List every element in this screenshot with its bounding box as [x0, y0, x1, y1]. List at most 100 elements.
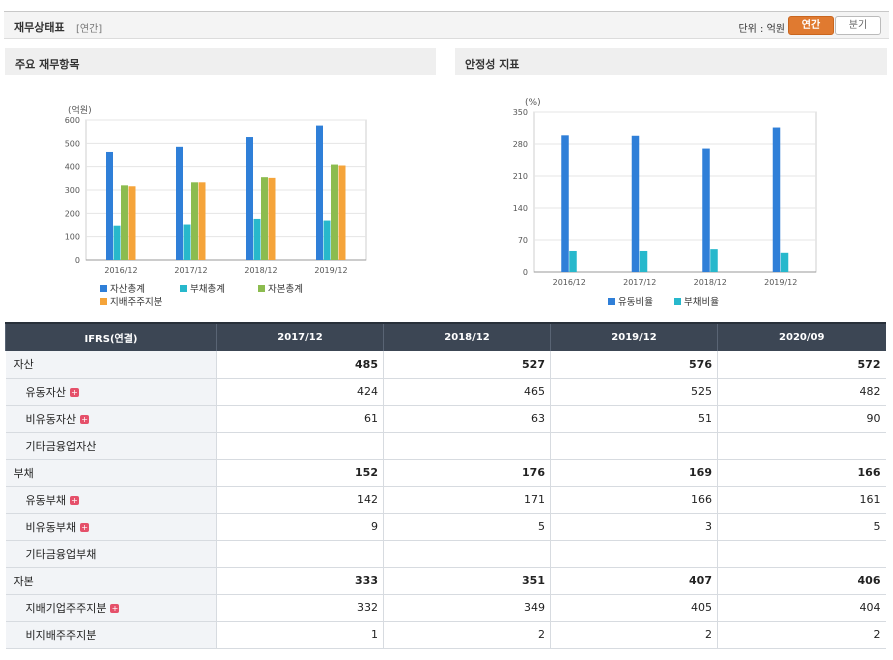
value-cell: 5	[717, 513, 886, 541]
row-label: 지배기업주주지분	[25, 601, 107, 615]
x-tick-label: 2016/12	[104, 266, 137, 275]
y-tick-label: 210	[513, 172, 528, 181]
row-label: 기타금융업자산	[25, 439, 97, 453]
bar-chart1-s3-c3	[338, 165, 346, 260]
bar-chart2-s0-c2	[702, 148, 710, 272]
legend-label: 자본총계	[268, 283, 303, 295]
bar-chart2-s1-c0	[569, 250, 577, 272]
value-cell: 3	[550, 513, 718, 541]
y-tick-label: 100	[65, 233, 80, 242]
row-label-cell: 유동자산 +	[5, 378, 217, 406]
value-cell: 169	[550, 459, 718, 487]
table-row: 비유동자산 +61 63 51 90	[5, 405, 886, 433]
table-row: 유동자산 +424 465 525 482	[5, 378, 886, 406]
legend-label: 부채비율	[684, 297, 719, 308]
value-cell: 51	[550, 405, 718, 433]
value-cell: 2	[717, 621, 886, 649]
stability-panel-header: 안정성 지표	[455, 48, 887, 75]
row-label-cell: 비지배주주지분	[5, 621, 217, 649]
legend-swatch	[608, 298, 615, 305]
y-axis-label: (%)	[525, 98, 541, 108]
unit-label: 단위 : 억원	[738, 24, 785, 35]
x-tick-label: 2017/12	[623, 278, 656, 287]
expand-plus-icon[interactable]: +	[69, 495, 79, 505]
x-tick-label: 2018/12	[244, 266, 277, 275]
x-tick-label: 2019/12	[314, 266, 347, 275]
table-row: 자산 485 527 576 572	[5, 351, 886, 379]
value-cell: 9	[216, 513, 384, 541]
bar-chart2-s0-c1	[631, 135, 640, 272]
stability-chart: 0 70 140 210 280 350(%) 2016/12 2017/12 2018/12 2…	[513, 98, 817, 308]
table-row: 기타금융업부채	[5, 540, 886, 568]
y-tick-label: 200	[65, 209, 80, 218]
value-cell: 404	[717, 594, 886, 622]
row-label: 비유동부채	[25, 520, 77, 534]
value-cell	[216, 432, 384, 460]
value-cell: 525	[550, 378, 718, 406]
row-label: 유동자산	[25, 385, 66, 399]
value-cell: 1	[216, 621, 384, 649]
value-cell: 482	[717, 378, 886, 406]
row-label-cell: 기타금융업자산	[5, 432, 217, 460]
value-cell	[717, 432, 886, 460]
expand-plus-icon[interactable]: +	[80, 414, 90, 424]
y-tick-label: 280	[513, 140, 528, 149]
y-tick-label: 600	[65, 116, 80, 125]
bar-chart1-s0-c3	[316, 125, 323, 260]
ifrs-header: IFRS(연결)	[5, 322, 217, 351]
row-label-cell: 자본	[5, 567, 217, 595]
expand-plus-icon[interactable]: +	[80, 522, 90, 532]
bar-chart1-s2-c2	[261, 177, 268, 260]
row-label-cell: 유동부채 +	[5, 486, 217, 514]
value-cell: 2	[383, 621, 551, 649]
bar-chart1-s1-c1	[183, 224, 191, 260]
row-label: 기타금융업부채	[25, 547, 97, 561]
row-label: 비지배주주지분	[25, 628, 97, 642]
y-tick-label: 300	[65, 186, 80, 195]
bar-chart2-s1-c2	[710, 249, 718, 272]
legend-swatch	[258, 285, 265, 292]
row-label: 부채	[13, 466, 34, 480]
value-cell	[216, 540, 384, 568]
column-header: 2018/12	[383, 322, 551, 351]
value-cell	[717, 540, 886, 568]
y-tick-label: 70	[518, 236, 528, 245]
bar-chart1-s2-c3	[331, 164, 338, 260]
expand-plus-icon[interactable]: +	[69, 387, 79, 397]
legend-label: 자산총계	[110, 283, 145, 295]
bar-chart1-s2-c1	[191, 182, 198, 260]
table-row: 비유동부채 +9 5 3 5	[5, 513, 886, 541]
row-label: 자산	[13, 358, 34, 372]
column-header: 2020/09	[717, 322, 886, 351]
quarter-toggle-button[interactable]: 분기	[835, 16, 881, 35]
value-cell: 527	[383, 351, 551, 379]
expand-plus-icon[interactable]: +	[110, 603, 120, 613]
main-items-panel-header: 주요 재무항목	[5, 48, 436, 75]
value-cell: 61	[216, 405, 384, 433]
y-tick-label: 400	[65, 163, 80, 172]
y-tick-label: 500	[65, 139, 80, 148]
value-cell: 90	[717, 405, 886, 433]
bar-chart2-s1-c3	[780, 252, 789, 272]
x-tick-label: 2018/12	[694, 278, 727, 287]
stability-title: 안정성 지표	[465, 58, 520, 71]
row-label: 비유동자산	[25, 412, 77, 426]
value-cell: 351	[383, 567, 551, 595]
bar-chart1-s0-c2	[246, 137, 253, 260]
value-cell: 2	[550, 621, 718, 649]
bar-chart1-s3-c1	[198, 182, 206, 260]
value-cell: 332	[216, 594, 384, 622]
value-cell: 405	[550, 594, 718, 622]
row-label-cell: 부채	[5, 459, 217, 487]
bar-chart2-s0-c3	[772, 127, 781, 272]
annual-toggle-button[interactable]: 연간	[788, 16, 834, 35]
legend-label: 지배주주지분	[110, 297, 163, 308]
value-cell: 424	[216, 378, 384, 406]
value-cell: 465	[383, 378, 551, 406]
table-row: 기타금융업자산	[5, 432, 886, 460]
legend-swatch	[100, 298, 107, 305]
value-cell: 63	[383, 405, 551, 433]
legend-swatch	[100, 285, 107, 292]
bar-chart1-s3-c0	[128, 186, 136, 260]
bar-chart1-s0-c0	[106, 151, 113, 260]
